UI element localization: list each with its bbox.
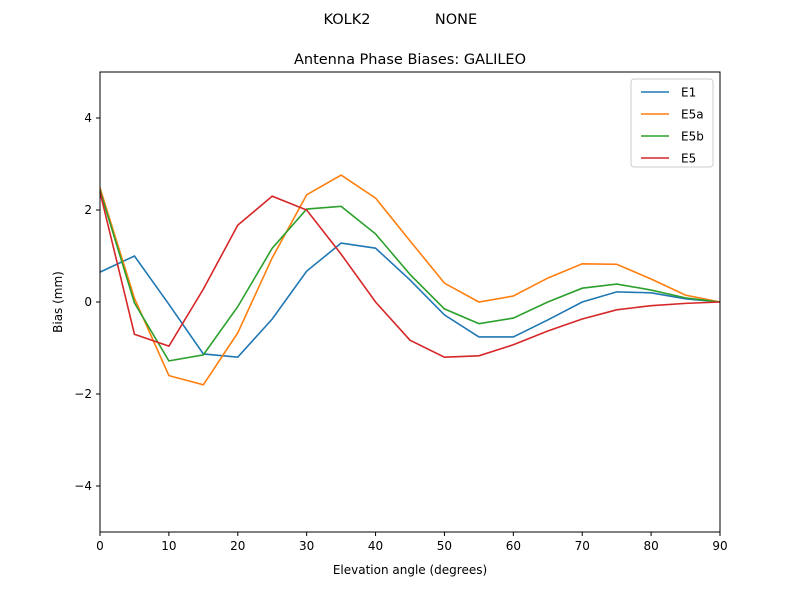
x-tick-label: 90 — [712, 539, 727, 553]
legend-label: E5 — [681, 152, 696, 166]
suptitle-station: KOLK2 — [324, 12, 371, 28]
legend-label: E5b — [681, 130, 704, 144]
y-tick-label: 4 — [84, 111, 92, 125]
legend-label: E1 — [681, 86, 696, 100]
x-tick-label: 0 — [96, 539, 104, 553]
y-tick-label: 0 — [84, 295, 92, 309]
legend-label: E5a — [681, 108, 704, 122]
chart-title: Antenna Phase Biases: GALILEO — [294, 52, 526, 68]
x-tick-label: 50 — [437, 539, 452, 553]
plot-frame — [99, 71, 721, 533]
x-tick-label: 10 — [161, 539, 176, 553]
y-axis-label: Bias (mm) — [51, 271, 65, 333]
x-axis-label: Elevation angle (degrees) — [333, 563, 487, 577]
y-tick-label: 2 — [84, 203, 92, 217]
legend-box — [630, 78, 714, 168]
suptitle-radome: NONE — [435, 12, 477, 28]
x-tick-label: 40 — [368, 539, 383, 553]
y-tick-label: −2 — [74, 387, 92, 401]
x-tick-label: 30 — [299, 539, 314, 553]
series-line-e5b — [99, 189, 721, 362]
x-tick-label: 20 — [230, 539, 245, 553]
y-tick-label: −4 — [74, 479, 92, 493]
x-tick-label: 70 — [575, 539, 590, 553]
x-tick-label: 60 — [506, 539, 521, 553]
legend: E1 E5a E5b E5 — [630, 78, 714, 168]
series-line-e5a — [99, 174, 721, 386]
series-line-e5 — [99, 191, 721, 359]
x-tick-label: 80 — [643, 539, 658, 553]
